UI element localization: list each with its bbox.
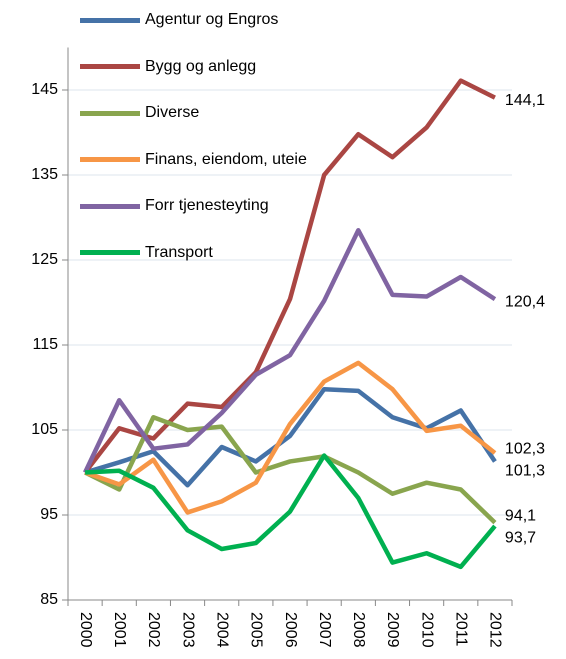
legend-label: Bygg og anlegg: [145, 57, 257, 75]
legend-label: Transport: [145, 243, 213, 261]
legend-swatch: [80, 17, 140, 23]
x-tick-label: 2006: [282, 612, 299, 648]
legend-swatch: [80, 64, 140, 69]
series-line: [84, 360, 497, 515]
legend-swatch: [80, 110, 140, 116]
series-line: [84, 453, 497, 570]
data-label: 102,3: [505, 440, 545, 457]
legend-swatch: [80, 157, 140, 162]
x-tick-label: 2002: [145, 612, 162, 648]
data-label: 93,7: [505, 530, 536, 547]
x-tick-label: 2007: [316, 612, 333, 648]
y-tick-label: 135: [31, 166, 58, 183]
legend-swatch: [80, 203, 140, 209]
x-tick-label: 2000: [77, 612, 94, 648]
legend-label: Finans, eiendom, uteie: [145, 150, 307, 168]
x-tick-label: 2005: [248, 612, 265, 648]
x-tick-label: 2001: [111, 612, 128, 648]
series-line: [83, 228, 497, 474]
legend-label: Forr tjenesteyting: [145, 197, 269, 214]
y-tick-label: 145: [31, 81, 58, 98]
data-label: 144,1: [505, 92, 545, 109]
y-tick-label: 115: [32, 336, 58, 353]
y-tick-label: 95: [40, 506, 58, 523]
x-tick-label: 2012: [487, 612, 504, 648]
y-tick-label: 105: [31, 421, 58, 438]
x-tick-label: 2003: [179, 612, 196, 648]
x-tick-label: 2008: [350, 612, 367, 648]
x-tick-label: 2011: [453, 612, 470, 647]
series-line: [83, 78, 496, 474]
x-tick-label: 2004: [213, 612, 230, 648]
data-label: 94,1: [505, 508, 536, 525]
legend-label: Diverse: [145, 104, 200, 121]
series-line: [84, 415, 497, 525]
y-tick-label: 85: [40, 591, 58, 608]
legend-swatch: [80, 250, 140, 255]
legend-label: Agentur og Engros: [145, 11, 279, 28]
x-tick-label: 2009: [384, 612, 401, 648]
y-tick-label: 125: [31, 251, 58, 268]
x-tick-label: 2010: [418, 612, 435, 648]
data-label: 120,4: [505, 293, 545, 310]
data-label: 101,3: [505, 462, 545, 479]
